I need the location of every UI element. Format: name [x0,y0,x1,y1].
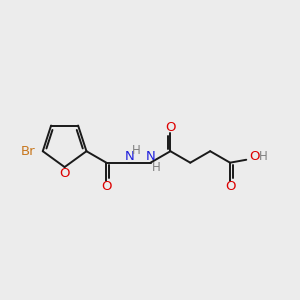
Text: H: H [152,161,161,175]
Text: N: N [125,150,134,163]
Text: Br: Br [21,145,35,158]
Text: O: O [101,180,112,193]
Text: O: O [165,121,175,134]
Text: H: H [131,144,140,158]
Text: O: O [225,180,235,193]
Text: N: N [146,150,156,163]
Text: O: O [249,150,260,163]
Text: H: H [259,150,267,163]
Text: O: O [59,167,70,180]
